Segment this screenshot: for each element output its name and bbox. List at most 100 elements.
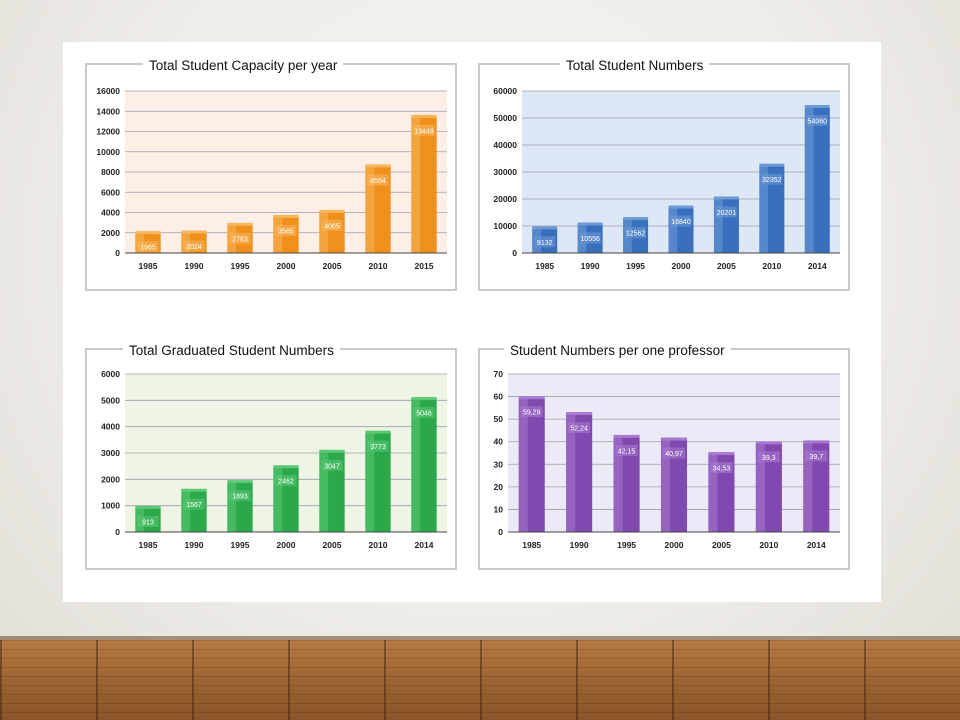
x-tick-label: 2010	[759, 540, 778, 550]
bar-highlight	[713, 198, 723, 253]
data-label-box	[137, 515, 159, 527]
bar-cap	[135, 231, 161, 235]
data-label-box	[806, 115, 828, 127]
y-tick-label: 16000	[96, 86, 120, 96]
chart-svg: 0 1000 2000 3000 4000 5000 6000 913 1985 1567 1990…	[85, 348, 457, 570]
y-tick-label: 60	[494, 392, 504, 402]
data-label: 52,24	[570, 426, 588, 433]
x-tick-label: 2005	[712, 540, 731, 550]
bar-cap	[273, 214, 299, 218]
bar-cap	[713, 196, 739, 200]
bar-cap	[411, 114, 437, 118]
data-label: 13448	[414, 128, 434, 135]
x-tick-label: 2000	[277, 540, 296, 550]
chart-svg: 0 2000 4000 6000 8000 10000 12000 14000 16000 196…	[85, 63, 457, 291]
y-tick-label: 10000	[96, 147, 120, 157]
x-tick-label: 1990	[185, 540, 204, 550]
data-label: 12562	[626, 231, 646, 238]
bar-cap	[411, 397, 437, 401]
y-tick-label: 1000	[101, 501, 120, 511]
data-label: 3047	[324, 463, 340, 470]
bar-cap	[319, 449, 345, 453]
data-label: 8554	[370, 178, 386, 185]
x-tick-label: 2000	[672, 261, 691, 271]
bar-highlight	[668, 207, 678, 253]
data-label-box	[615, 444, 638, 456]
bar-highlight	[273, 467, 283, 532]
data-label: 20201	[717, 210, 737, 217]
bar-cap	[804, 105, 830, 109]
bar-cap	[227, 222, 253, 226]
chart-title: Total Student Numbers	[560, 55, 710, 77]
bar-cap	[365, 164, 391, 168]
bar-cap	[803, 440, 830, 444]
data-label-box	[625, 227, 647, 239]
bar-cap	[135, 505, 161, 509]
y-tick-label: 10	[494, 504, 504, 514]
data-label-box	[367, 440, 389, 452]
y-tick-label: 2000	[101, 228, 120, 238]
data-label-box	[805, 450, 828, 462]
bar-cap	[755, 441, 782, 445]
bar-cap	[623, 217, 649, 221]
x-tick-label: 1990	[185, 261, 204, 271]
bar-highlight	[708, 454, 718, 532]
x-tick-label: 2014	[807, 540, 826, 550]
data-label: 2462	[278, 479, 294, 486]
y-tick-label: 70	[494, 369, 504, 379]
y-tick-label: 6000	[101, 187, 120, 197]
data-label-box	[321, 459, 343, 471]
data-label: 39,7	[809, 454, 823, 461]
x-tick-label: 1995	[617, 540, 636, 550]
chart-title: Total Graduated Student Numbers	[123, 340, 340, 362]
x-tick-label: 1985	[139, 540, 158, 550]
y-tick-label: 0	[115, 248, 120, 258]
data-label-box	[183, 498, 205, 510]
wooden-floor	[0, 640, 960, 720]
bar-highlight	[411, 399, 421, 532]
x-tick-label: 2005	[717, 261, 736, 271]
bar-cap	[181, 230, 207, 234]
bar-cap	[227, 480, 253, 484]
bar-highlight	[660, 439, 671, 532]
data-label-box	[670, 215, 692, 227]
bar-highlight	[411, 116, 421, 253]
data-label: 39,3	[762, 455, 776, 462]
data-label: 5046	[416, 411, 432, 418]
data-label-box	[413, 407, 435, 419]
y-tick-label: 50000	[493, 113, 517, 123]
data-label-box	[710, 462, 733, 474]
bar-highlight	[319, 451, 329, 532]
x-tick-label: 1990	[581, 261, 600, 271]
y-tick-label: 4000	[101, 208, 120, 218]
data-label: 1567	[186, 502, 202, 509]
y-tick-label: 40	[494, 437, 504, 447]
chart-student-capacity: 0 2000 4000 6000 8000 10000 12000 14000 16000 196…	[85, 55, 457, 291]
data-label: 2024	[186, 244, 202, 251]
data-label-box	[275, 224, 297, 236]
bar-cap	[365, 430, 391, 434]
data-label: 59,29	[523, 410, 541, 417]
bar-highlight	[613, 436, 623, 532]
y-tick-label: 4000	[101, 422, 120, 432]
data-label: 3773	[370, 444, 386, 451]
data-label-box	[367, 174, 389, 186]
y-tick-label: 60000	[493, 86, 517, 96]
y-tick-label: 0	[512, 248, 517, 258]
data-label-box	[321, 219, 343, 231]
x-tick-label: 2014	[808, 261, 827, 271]
x-tick-label: 2010	[369, 261, 388, 271]
bar-highlight	[755, 443, 765, 532]
y-tick-label: 0	[115, 527, 120, 537]
bar-cap	[577, 222, 603, 226]
chart-title: Student Numbers per one professor	[504, 340, 731, 362]
data-label: 913	[142, 519, 154, 526]
bar-cap	[613, 434, 640, 438]
x-tick-label: 1985	[522, 540, 541, 550]
chart-graduated-numbers: 0 1000 2000 3000 4000 5000 6000 913 1985 1567 1990…	[85, 340, 457, 570]
x-tick-label: 2010	[762, 261, 781, 271]
x-tick-label: 1985	[139, 261, 158, 271]
data-label: 34,53	[713, 466, 731, 473]
data-label: 16840	[671, 219, 691, 226]
bar-cap	[668, 205, 694, 209]
